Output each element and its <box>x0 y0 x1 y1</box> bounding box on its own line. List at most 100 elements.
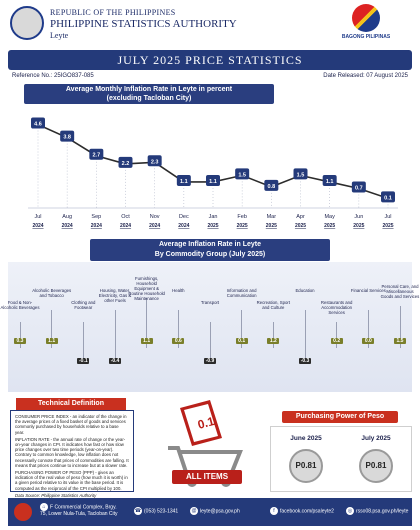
chart-title: Average Monthly Inflation Rate in Leyte … <box>65 86 233 93</box>
data-point-marker <box>31 117 45 129</box>
data-label: 1.5 <box>297 172 305 178</box>
data-label: 0.7 <box>355 186 363 192</box>
x-tick-year: 2025 <box>382 223 393 229</box>
technical-definition-box: CONSUMER PRICE INDEX - an indicator of t… <box>10 410 134 498</box>
footer-facebook[interactable]: f facebook.com/psaleyte2 <box>270 507 334 515</box>
pp-coin-july: P0.81 <box>359 449 393 483</box>
bagong-pilipinas-icon <box>352 4 380 32</box>
date-released: Date Released: 07 August 2025 <box>323 73 408 79</box>
commodity-value: 0.1 <box>235 338 248 344</box>
x-tick-month: Dec <box>179 214 189 220</box>
data-label: 4.6 <box>34 122 42 128</box>
technical-definition-heading: Technical Definition <box>16 398 126 410</box>
commodity-value: 1.5 <box>394 338 406 344</box>
data-point-marker <box>293 168 308 180</box>
commodity-connector <box>304 310 306 360</box>
republic-label: REPUBLIC OF THE PHILIPPINES <box>50 8 176 17</box>
x-tick-month: Apr <box>296 214 305 220</box>
x-tick-year: 2024 <box>149 223 160 229</box>
footer-facebook-text: facebook.com/psaleyte2 <box>280 508 334 515</box>
footer-phone[interactable]: ☎ (053) 523-1341 <box>134 507 178 515</box>
inflation-definition: INFLATION RATE - the annual rate of chan… <box>15 436 129 468</box>
data-label: 1.1 <box>180 179 188 185</box>
commodity-value: 0.0 <box>362 338 375 344</box>
data-point-marker <box>351 181 366 193</box>
commodity-label: Food & Non-Alcoholic Beverages <box>0 300 40 310</box>
province-name: Leyte <box>50 31 69 40</box>
commodity-label: Education <box>295 288 315 293</box>
x-tick-month: Mar <box>267 214 277 220</box>
commodity-connector <box>177 310 179 348</box>
data-label: 1.1 <box>326 179 334 185</box>
series-line <box>37 123 389 200</box>
chart-subtitle: By Commodity Group (July 2025) <box>154 251 266 258</box>
x-tick-year: 2025 <box>207 223 218 229</box>
commodity-value: 0.6 <box>172 338 185 344</box>
x-tick-month: Aug <box>62 214 72 220</box>
x-tick-year: 2024 <box>91 223 102 229</box>
x-tick-year: 2024 <box>178 223 189 229</box>
pp-coin-june: P0.81 <box>289 449 323 483</box>
footer-web-text: rsso08.psa.gov.ph/leyte <box>356 508 409 515</box>
x-tick-year: 2024 <box>32 223 43 229</box>
commodity-value: -0.9 <box>204 358 216 364</box>
data-source: Data Source: Philippine Statistics Autho… <box>15 492 97 498</box>
x-tick-year: 2025 <box>237 223 248 229</box>
commodity-label: Housing, Water, Electricity, Gas & other… <box>98 288 132 303</box>
data-point-marker <box>147 155 162 167</box>
x-tick-month: Nov <box>150 214 160 220</box>
commodity-connector <box>51 310 53 348</box>
data-point-marker <box>176 174 191 186</box>
x-tick-year: 2025 <box>266 223 277 229</box>
commodity-connector <box>367 310 369 348</box>
data-point-marker <box>118 156 133 168</box>
commodity-connector <box>19 322 21 348</box>
globe-icon: ◎ <box>346 507 354 515</box>
purchasing-power-heading: Purchasing Power of Peso <box>282 411 398 423</box>
footer: ⌂ F Cornmercial Complex, Brgy. 75, Lower … <box>8 498 412 526</box>
commodity-label: Health <box>172 288 185 293</box>
x-tick-year: 2024 <box>120 223 131 229</box>
phone-icon: ☎ <box>134 507 142 515</box>
all-items-label: ALL ITEMS <box>172 470 242 484</box>
footer-address: ⌂ F Cornmercial Complex, Brgy. 75, Lower … <box>40 503 122 517</box>
cpi-definition: CONSUMER PRICE INDEX - an indicator of t… <box>15 414 127 435</box>
agency-block: REPUBLIC OF THE PHILIPPINES PHILIPPINE S… <box>50 8 237 40</box>
x-tick-month: May <box>324 214 335 220</box>
location-icon: ⌂ <box>40 503 48 511</box>
monthly-inflation-chart: 4.6 Jul 2024 3.8 Aug 2024 2.7 Sep 2024 2.2 Oct 2024… <box>28 117 398 229</box>
email-icon: @ <box>190 507 198 515</box>
footer-website[interactable]: ◎ rsso08.psa.gov.ph/leyte <box>346 507 408 515</box>
chart-subtitle: (excluding Tacloban City) <box>106 95 192 102</box>
chart-title: Average Inflation Rate in Leyte <box>158 241 262 248</box>
footer-address-text: F Cornmercial Complex, Brgy. 75, Lower N… <box>40 504 118 517</box>
x-tick-month: Jun <box>354 214 363 220</box>
data-point-marker <box>235 168 250 180</box>
footer-email-text: leyte@psa.gov.ph <box>200 508 240 515</box>
data-point-marker <box>60 130 75 142</box>
data-point-marker <box>89 148 104 160</box>
monthly-inflation-section: 4.6 Jul 2024 3.8 Aug 2024 2.7 Sep 2024 2.2 Oct 2024… <box>8 82 412 237</box>
purchasing-power-box: June 2025 July 2025 P0.81 P0.81 <box>270 426 412 492</box>
commodity-connector <box>146 298 148 348</box>
bagong-pilipinas-logo: BAGONG PILIPINAS <box>338 4 394 40</box>
page-title: JULY 2025 PRICE STATISTICS <box>8 50 412 70</box>
commodity-connector <box>209 322 211 360</box>
data-point-marker <box>206 174 220 186</box>
pp-month-june: June 2025 <box>290 435 322 442</box>
x-tick-year: 2024 <box>62 223 73 229</box>
commodity-connector <box>82 322 84 360</box>
commodity-value: 1.2 <box>267 338 280 344</box>
commodity-label: Information and Communication <box>226 288 257 298</box>
commodity-inflation-title: Average Inflation Rate in Leyte By Commo… <box>90 239 330 261</box>
psa-seal-logo <box>10 6 44 40</box>
commodity-connector <box>336 322 338 348</box>
x-tick-month: Jan <box>209 214 218 220</box>
commodity-value: 0.2 <box>330 338 343 344</box>
footer-email[interactable]: @ leyte@psa.gov.ph <box>190 507 240 515</box>
commodity-value: 0.3 <box>14 338 26 344</box>
commodity-label: Furnishings, Household Equipment & Routi… <box>128 276 165 301</box>
commodity-connector <box>241 310 243 348</box>
commodity-value: 1.1 <box>45 338 58 344</box>
agency-name: PHILIPPINE STATISTICS AUTHORITY <box>50 18 237 30</box>
